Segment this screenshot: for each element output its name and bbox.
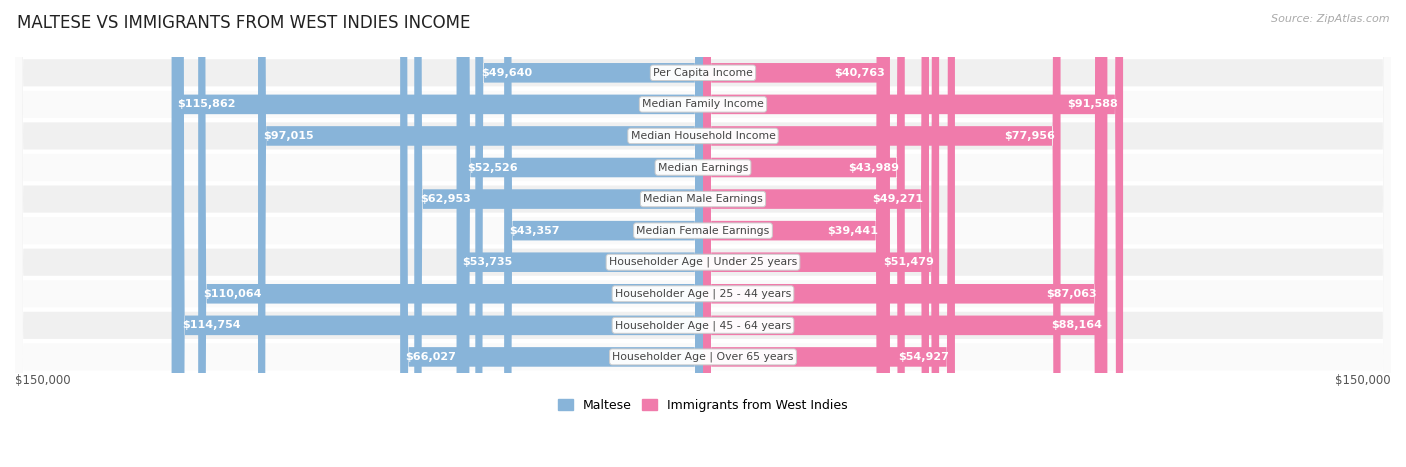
FancyBboxPatch shape [15, 0, 1391, 467]
FancyBboxPatch shape [177, 0, 703, 467]
FancyBboxPatch shape [172, 0, 703, 467]
Text: Median Family Income: Median Family Income [643, 99, 763, 109]
FancyBboxPatch shape [15, 0, 1391, 467]
FancyBboxPatch shape [15, 0, 1391, 467]
FancyBboxPatch shape [475, 0, 703, 467]
Text: $88,164: $88,164 [1050, 320, 1102, 330]
Text: $40,763: $40,763 [834, 68, 884, 78]
Text: $53,735: $53,735 [463, 257, 512, 267]
FancyBboxPatch shape [703, 0, 905, 467]
FancyBboxPatch shape [703, 0, 1060, 467]
Text: $39,441: $39,441 [827, 226, 879, 236]
FancyBboxPatch shape [703, 0, 955, 467]
FancyBboxPatch shape [457, 0, 703, 467]
FancyBboxPatch shape [15, 0, 1391, 467]
Text: Householder Age | Under 25 years: Householder Age | Under 25 years [609, 257, 797, 268]
FancyBboxPatch shape [15, 0, 1391, 467]
Text: $43,989: $43,989 [848, 163, 900, 172]
Text: $52,526: $52,526 [468, 163, 519, 172]
FancyBboxPatch shape [15, 0, 1391, 467]
Text: $150,000: $150,000 [15, 374, 70, 387]
FancyBboxPatch shape [15, 0, 1391, 467]
FancyBboxPatch shape [703, 0, 929, 467]
Text: $62,953: $62,953 [420, 194, 471, 204]
Text: $54,927: $54,927 [898, 352, 949, 362]
FancyBboxPatch shape [15, 0, 1391, 467]
Text: $97,015: $97,015 [263, 131, 314, 141]
Text: Per Capita Income: Per Capita Income [652, 68, 754, 78]
Text: $91,588: $91,588 [1067, 99, 1118, 109]
Text: $66,027: $66,027 [406, 352, 457, 362]
FancyBboxPatch shape [703, 0, 884, 467]
FancyBboxPatch shape [15, 0, 1391, 467]
Text: Median Female Earnings: Median Female Earnings [637, 226, 769, 236]
Text: Median Male Earnings: Median Male Earnings [643, 194, 763, 204]
Text: $115,862: $115,862 [177, 99, 236, 109]
Text: $77,956: $77,956 [1004, 131, 1054, 141]
Text: Householder Age | 25 - 44 years: Householder Age | 25 - 44 years [614, 289, 792, 299]
FancyBboxPatch shape [505, 0, 703, 467]
Text: $87,063: $87,063 [1046, 289, 1097, 299]
FancyBboxPatch shape [703, 0, 1102, 467]
FancyBboxPatch shape [703, 0, 939, 467]
Text: Source: ZipAtlas.com: Source: ZipAtlas.com [1271, 14, 1389, 24]
Legend: Maltese, Immigrants from West Indies: Maltese, Immigrants from West Indies [553, 394, 853, 417]
Text: Householder Age | 45 - 64 years: Householder Age | 45 - 64 years [614, 320, 792, 331]
FancyBboxPatch shape [703, 0, 890, 467]
Text: $43,357: $43,357 [509, 226, 560, 236]
FancyBboxPatch shape [198, 0, 703, 467]
FancyBboxPatch shape [15, 0, 1391, 467]
Text: $49,640: $49,640 [481, 68, 531, 78]
FancyBboxPatch shape [703, 0, 1123, 467]
FancyBboxPatch shape [401, 0, 703, 467]
Text: Householder Age | Over 65 years: Householder Age | Over 65 years [612, 352, 794, 362]
Text: Median Household Income: Median Household Income [630, 131, 776, 141]
FancyBboxPatch shape [703, 0, 1108, 467]
Text: $110,064: $110,064 [204, 289, 262, 299]
Text: Median Earnings: Median Earnings [658, 163, 748, 172]
Text: $114,754: $114,754 [183, 320, 240, 330]
FancyBboxPatch shape [259, 0, 703, 467]
FancyBboxPatch shape [463, 0, 703, 467]
Text: $49,271: $49,271 [873, 194, 924, 204]
Text: $51,479: $51,479 [883, 257, 934, 267]
FancyBboxPatch shape [415, 0, 703, 467]
Text: MALTESE VS IMMIGRANTS FROM WEST INDIES INCOME: MALTESE VS IMMIGRANTS FROM WEST INDIES I… [17, 14, 470, 32]
Text: $150,000: $150,000 [1336, 374, 1391, 387]
